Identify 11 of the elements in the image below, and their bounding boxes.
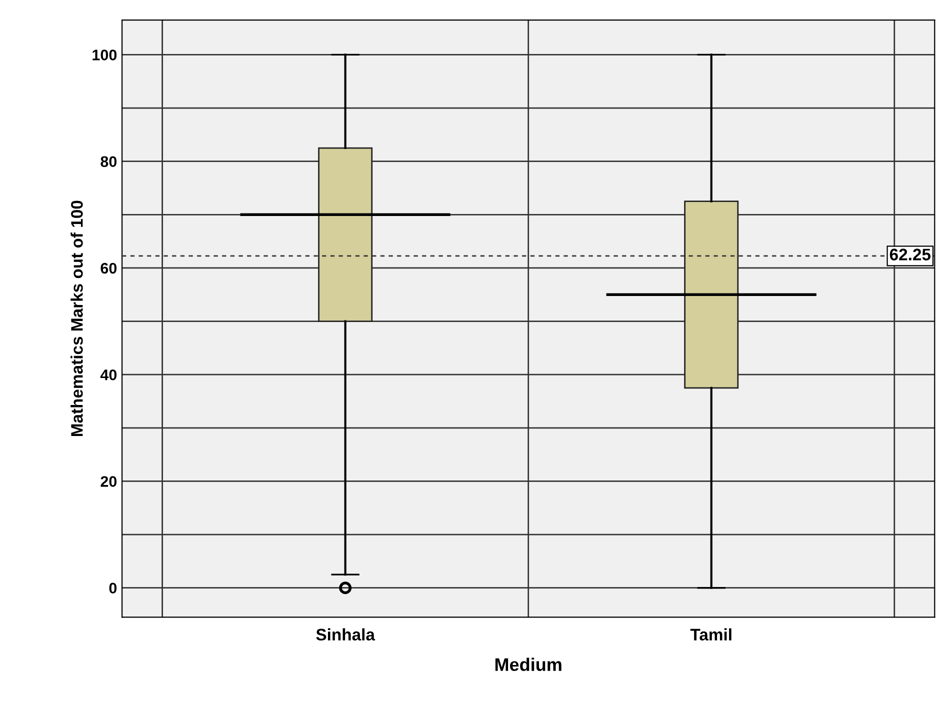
y-axis-title: Mathematics Marks out of 100 xyxy=(70,200,83,436)
y-tick-label: 0 xyxy=(109,582,117,594)
ref-line-label: 62.25 xyxy=(890,248,931,260)
y-tick-label: 40 xyxy=(100,369,117,380)
y-tick-label: 100 xyxy=(92,50,117,60)
y-tick-label: 20 xyxy=(100,476,117,487)
x-tick-label: Sinhala xyxy=(316,628,376,641)
y-tick-label: 80 xyxy=(100,156,117,168)
x-axis-title: Medium xyxy=(495,658,562,671)
x-tick-label: Tamil xyxy=(690,628,732,641)
y-tick-label: 60 xyxy=(100,262,117,274)
